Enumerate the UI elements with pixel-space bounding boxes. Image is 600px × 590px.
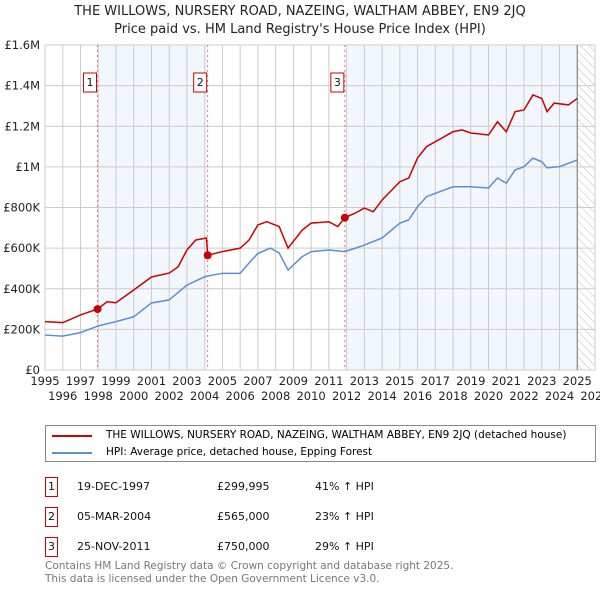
sale-hpi-diff: 41% ↑ HPI xyxy=(315,480,374,493)
y-tick-label: £1.2M xyxy=(4,119,40,133)
sale-label-box xyxy=(330,72,345,93)
y-tick-label: £1M xyxy=(15,160,40,174)
sale-label-number: 1 xyxy=(87,76,94,89)
sale-row: 2 05-MAR-2004 £565,000 23% ↑ HPI xyxy=(45,507,445,527)
legend-swatch-blue xyxy=(52,451,92,454)
sale-point xyxy=(340,213,349,222)
x-tick-label: 2000 xyxy=(119,389,148,403)
sale-date: 05-MAR-2004 xyxy=(77,510,152,523)
x-tick-label: 1996 xyxy=(48,389,77,403)
sale-label-number: 2 xyxy=(197,76,204,89)
sale-label-number: 3 xyxy=(334,76,341,89)
plot-border xyxy=(44,44,596,371)
chart-subtitle: Price paid vs. HM Land Registry's House … xyxy=(114,22,486,37)
x-tick-label: 2005 xyxy=(208,374,237,388)
sale-price: £750,000 xyxy=(217,540,270,553)
x-tick-label: 2016 xyxy=(403,389,432,403)
plot-area: 1995199619971998199920002001200220032004… xyxy=(3,38,600,403)
y-tick-label: £1.6M xyxy=(4,38,40,52)
x-tick-label: 2020 xyxy=(474,389,503,403)
footer-licence: This data is licensed under the Open Gov… xyxy=(45,573,380,585)
x-tick-label: 2026 xyxy=(580,389,600,403)
sale-row: 1 19-DEC-1997 £299,995 41% ↑ HPI xyxy=(45,477,445,497)
x-tick-label: 2002 xyxy=(155,389,184,403)
x-tick-label: 2022 xyxy=(509,389,538,403)
legend-item-hpi: HPI: Average price, detached house, Eppi… xyxy=(52,446,372,459)
x-tick-label: 2011 xyxy=(314,374,343,388)
sale-label-box xyxy=(83,72,98,93)
y-tick-label: £1.4M xyxy=(4,79,40,93)
sale-hpi-diff: 29% ↑ HPI xyxy=(315,540,374,553)
x-tick-label: 2004 xyxy=(190,389,219,403)
sale-point xyxy=(203,251,212,260)
x-tick-label: 2018 xyxy=(438,389,467,403)
legend-label: HPI: Average price, detached house, Eppi… xyxy=(106,446,373,458)
x-tick-label: 2001 xyxy=(137,374,166,388)
chart-title: THE WILLOWS, NURSERY ROAD, NAZEING, WALT… xyxy=(74,4,526,19)
y-tick-label: £0 xyxy=(25,363,40,377)
sale-number-badge: 3 xyxy=(45,537,58,557)
legend: THE WILLOWS, NURSERY ROAD, NAZEING, WALT… xyxy=(45,425,596,462)
x-tick-label: 2021 xyxy=(492,374,521,388)
sale-number-badge: 2 xyxy=(45,507,58,527)
legend-swatch-red xyxy=(52,434,92,437)
x-tick-label: 2023 xyxy=(527,374,556,388)
x-tick-label: 2024 xyxy=(545,389,574,403)
footer-copyright: Contains HM Land Registry data © Crown c… xyxy=(45,560,454,572)
sale-number-badge: 1 xyxy=(45,477,58,497)
x-tick-label: 1998 xyxy=(84,389,113,403)
sale-row: 3 25-NOV-2011 £750,000 29% ↑ HPI xyxy=(45,537,445,557)
x-tick-label: 2003 xyxy=(172,374,201,388)
x-tick-label: 2009 xyxy=(279,374,308,388)
series-line xyxy=(44,157,578,337)
legend-label: THE WILLOWS, NURSERY ROAD, NAZEING, WALT… xyxy=(106,429,567,441)
x-tick-label: 2019 xyxy=(456,374,485,388)
x-tick-label: 2017 xyxy=(421,374,450,388)
x-tick-label: 2007 xyxy=(243,374,272,388)
legend-item-property: THE WILLOWS, NURSERY ROAD, NAZEING, WALT… xyxy=(52,429,566,442)
series-line xyxy=(44,94,578,324)
x-tick-label: 1997 xyxy=(66,374,95,388)
x-tick-label: 2015 xyxy=(385,374,414,388)
sale-price: £565,000 xyxy=(217,510,270,523)
sale-date: 25-NOV-2011 xyxy=(77,540,151,553)
x-tick-label: 2006 xyxy=(226,389,255,403)
x-tick-label: 2014 xyxy=(367,389,396,403)
y-tick-label: £600K xyxy=(3,241,40,255)
y-tick-label: £400K xyxy=(3,282,40,296)
x-tick-label: 1999 xyxy=(101,374,130,388)
sale-label-box xyxy=(193,72,208,93)
x-tick-label: 2013 xyxy=(350,374,379,388)
x-tick-label: 1995 xyxy=(30,374,59,388)
x-tick-label: 2010 xyxy=(296,389,325,403)
x-tick-label: 2012 xyxy=(332,389,361,403)
footer: Contains HM Land Registry data © Crown c… xyxy=(45,560,453,586)
sale-date: 19-DEC-1997 xyxy=(77,480,151,493)
sale-hpi-diff: 23% ↑ HPI xyxy=(315,510,374,523)
y-tick-label: £800K xyxy=(3,201,40,215)
x-tick-label: 2025 xyxy=(563,374,592,388)
sale-point xyxy=(93,305,102,314)
sale-price: £299,995 xyxy=(217,480,270,493)
x-tick-label: 2008 xyxy=(261,389,290,403)
y-tick-label: £200K xyxy=(3,322,40,336)
